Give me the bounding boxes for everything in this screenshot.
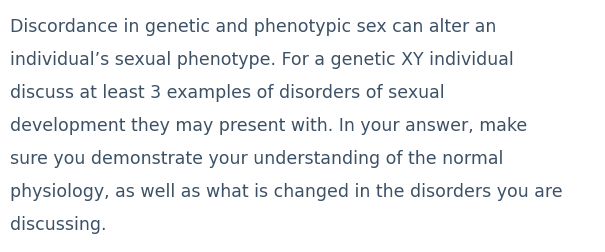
Text: individual’s sexual phenotype. For a genetic XY individual: individual’s sexual phenotype. For a gen… (10, 51, 514, 69)
Text: discuss at least 3 examples of disorders of sexual: discuss at least 3 examples of disorders… (10, 84, 445, 102)
Text: discussing.: discussing. (10, 215, 106, 233)
Text: sure you demonstrate your understanding of the normal: sure you demonstrate your understanding … (10, 149, 503, 167)
Text: development they may present with. In your answer, make: development they may present with. In yo… (10, 116, 527, 135)
Text: physiology, as well as what is changed in the disorders you are: physiology, as well as what is changed i… (10, 182, 563, 200)
Text: Discordance in genetic and phenotypic sex can alter an: Discordance in genetic and phenotypic se… (10, 18, 496, 36)
